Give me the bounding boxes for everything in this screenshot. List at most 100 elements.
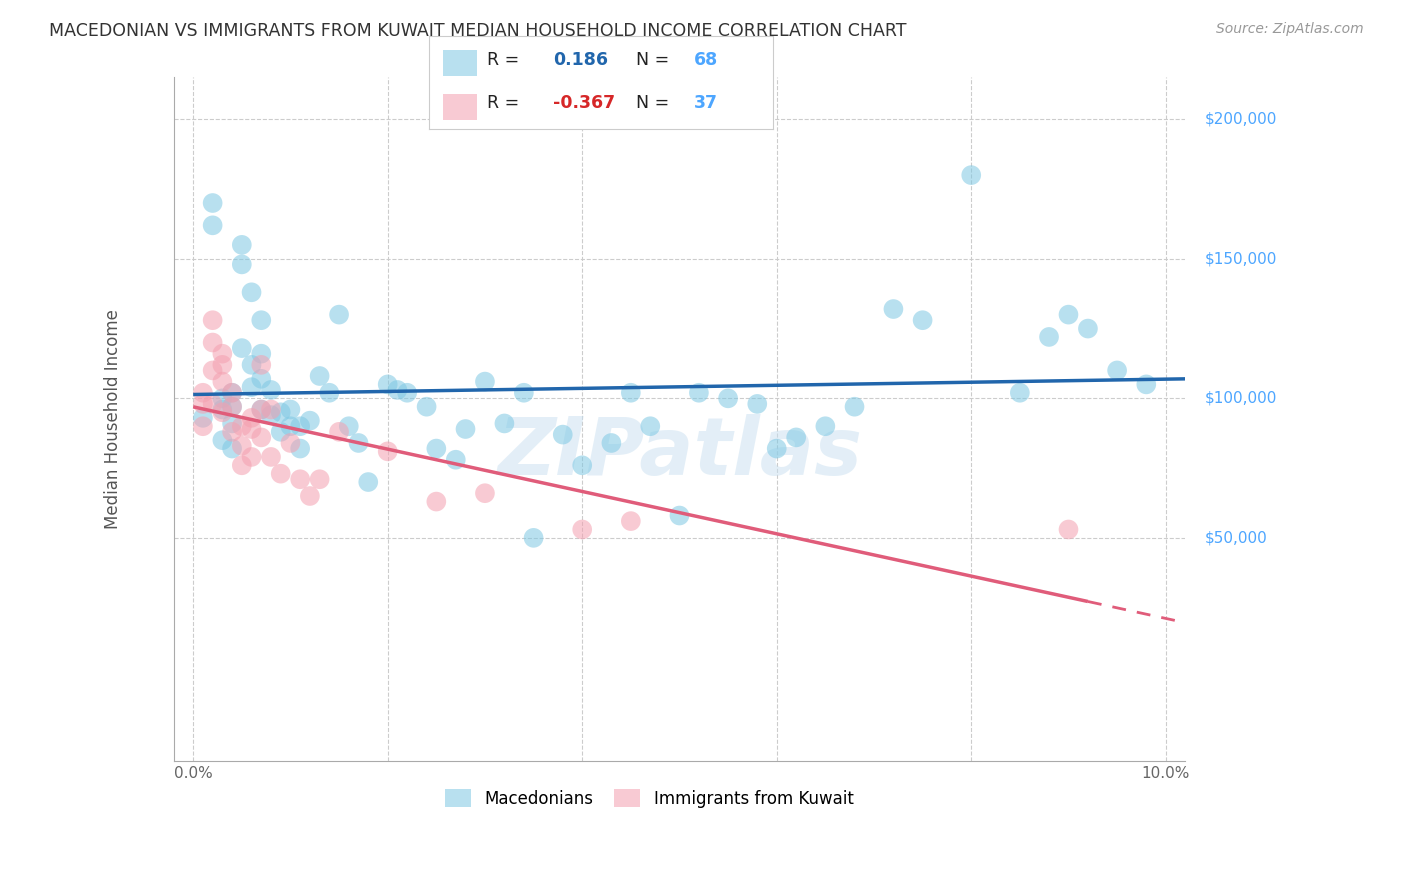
Point	[347, 436, 370, 450]
Text: $50,000: $50,000	[1205, 531, 1267, 545]
Point	[425, 442, 447, 456]
Point	[231, 458, 253, 473]
Point	[201, 363, 224, 377]
Point	[298, 489, 321, 503]
Point	[211, 433, 233, 447]
Point	[231, 238, 253, 252]
Point	[211, 392, 233, 406]
Point	[308, 369, 330, 384]
Point	[328, 308, 350, 322]
Point	[415, 400, 437, 414]
Point	[357, 475, 380, 489]
Point	[201, 397, 224, 411]
Point	[425, 494, 447, 508]
FancyBboxPatch shape	[443, 94, 477, 120]
Point	[387, 383, 409, 397]
Point	[444, 452, 467, 467]
Text: $200,000: $200,000	[1205, 112, 1277, 127]
Point	[571, 458, 593, 473]
Point	[960, 168, 983, 182]
Point	[844, 400, 866, 414]
Point	[201, 313, 224, 327]
Point	[882, 301, 904, 316]
Point	[240, 422, 263, 436]
Point	[523, 531, 546, 545]
Point	[288, 472, 311, 486]
Point	[231, 341, 253, 355]
Text: N =: N =	[636, 95, 675, 112]
Point	[1057, 308, 1080, 322]
Text: ZIPatlas: ZIPatlas	[496, 415, 862, 492]
Point	[640, 419, 662, 434]
Point	[260, 450, 283, 464]
Point	[191, 385, 214, 400]
Point	[1008, 385, 1031, 400]
Point	[785, 430, 807, 444]
Text: N =: N =	[636, 51, 675, 69]
Point	[280, 419, 302, 434]
Point	[551, 427, 574, 442]
Point	[270, 425, 292, 439]
Point	[240, 285, 263, 300]
Legend: Macedonians, Immigrants from Kuwait: Macedonians, Immigrants from Kuwait	[439, 783, 860, 814]
Point	[1077, 321, 1099, 335]
Text: R =: R =	[488, 95, 524, 112]
Point	[280, 402, 302, 417]
Point	[620, 514, 643, 528]
Point	[911, 313, 934, 327]
Point	[717, 392, 740, 406]
Point	[1135, 377, 1157, 392]
Point	[270, 467, 292, 481]
Point	[260, 402, 283, 417]
Point	[1107, 363, 1129, 377]
Point	[201, 335, 224, 350]
Point	[668, 508, 690, 523]
Point	[240, 380, 263, 394]
Point	[231, 439, 253, 453]
Point	[298, 414, 321, 428]
Text: MACEDONIAN VS IMMIGRANTS FROM KUWAIT MEDIAN HOUSEHOLD INCOME CORRELATION CHART: MACEDONIAN VS IMMIGRANTS FROM KUWAIT MED…	[49, 22, 907, 40]
Point	[250, 372, 273, 386]
Point	[814, 419, 837, 434]
Point	[318, 385, 340, 400]
FancyBboxPatch shape	[443, 50, 477, 76]
Point	[191, 410, 214, 425]
Point	[240, 410, 263, 425]
Text: Median Household Income: Median Household Income	[104, 310, 122, 529]
Point	[221, 400, 243, 414]
Point	[328, 425, 350, 439]
Point	[250, 313, 273, 327]
Point	[765, 442, 787, 456]
Point	[513, 385, 536, 400]
Point	[747, 397, 769, 411]
Point	[288, 442, 311, 456]
Point	[474, 486, 496, 500]
Point	[211, 358, 233, 372]
Point	[201, 219, 224, 233]
Point	[231, 257, 253, 271]
Point	[337, 419, 360, 434]
Point	[231, 419, 253, 434]
Point	[201, 196, 224, 211]
Point	[1057, 523, 1080, 537]
Point	[260, 383, 283, 397]
Point	[288, 419, 311, 434]
Point	[240, 450, 263, 464]
Point	[211, 375, 233, 389]
Point	[308, 472, 330, 486]
Point	[211, 405, 233, 419]
Point	[1038, 330, 1060, 344]
Point	[240, 358, 263, 372]
Point	[211, 402, 233, 417]
Point	[221, 442, 243, 456]
Point	[377, 444, 399, 458]
Point	[191, 419, 214, 434]
Point	[250, 402, 273, 417]
Text: R =: R =	[488, 51, 524, 69]
Text: 37: 37	[695, 95, 718, 112]
Text: 0.186: 0.186	[553, 51, 607, 69]
Point	[494, 417, 516, 431]
Point	[250, 430, 273, 444]
Point	[221, 400, 243, 414]
Point	[250, 347, 273, 361]
